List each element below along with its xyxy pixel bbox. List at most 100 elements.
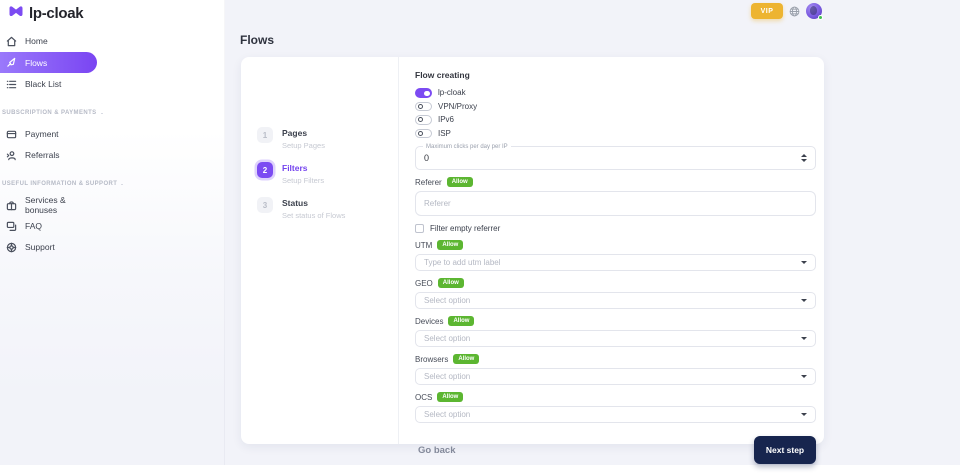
filter-empty-referrer-row: Filter empty referrer [415,223,816,233]
utm-label-row: UTM Allow [415,240,816,250]
step-filters[interactable]: 2 Filters Setup Filters [257,162,324,185]
sidebar-item-home[interactable]: Home [0,31,97,51]
filters-form: Flow creating lp-cloak VPN/Proxy IPv6 IS… [415,70,816,464]
sidebar-item-label: Referrals [25,150,60,160]
toggle-knob [417,117,423,122]
toggle-row-ipv6: IPv6 [415,115,816,125]
sidebar-item-payment[interactable]: Payment [0,124,97,144]
referer-label-row: Referer Allow [415,177,816,187]
step-status[interactable]: 3 Status Set status of Flows [257,197,345,220]
next-step-button[interactable]: Next step [754,436,816,464]
sidebar-item-label: Home [25,36,48,46]
step-pages[interactable]: 1 Pages Setup Pages [257,127,325,150]
step-title: Filters [282,163,308,173]
sidebar-section-subscription-payments: Subscription & Payments [2,110,99,116]
step-title: Status [282,198,308,208]
toggle-label: lp-cloak [438,88,466,98]
sidebar-item-support[interactable]: Support [0,237,97,257]
language-globe-icon[interactable] [789,6,800,17]
toggle-row-isp: ISP [415,128,816,138]
utm-label: UTM [415,240,433,250]
toggle-row-vpn-proxy: VPN/Proxy [415,101,816,111]
sidebar-item-flows[interactable]: Flows [0,52,97,73]
sidebar-item-faq[interactable]: FAQ [0,216,97,236]
ocs-select[interactable]: Select option [415,406,816,423]
chevron-down-icon [801,261,807,264]
step-title: Pages [282,128,308,138]
page-title: Flows [240,33,275,47]
faq-icon [6,221,17,231]
referer-label: Referer [415,177,442,187]
ocs-label-row: OCS Allow [415,392,816,402]
filter-empty-referrer-label: Filter empty referrer [430,223,501,233]
lp-cloak-toggle[interactable] [415,88,432,98]
go-back-button[interactable]: Go back [415,445,456,456]
devices-select-placeholder: Select option [424,334,471,343]
toggle-knob [417,103,423,109]
stepper: 1 Pages Setup Pages 2 Filters Setup Filt… [241,57,399,444]
services-icon [6,200,17,210]
stepper-up-icon [801,154,807,157]
ocs-allow-badge: Allow [437,392,464,402]
utm-allow-badge: Allow [437,240,464,250]
toggle-label: ISP [438,128,451,138]
geo-label: GEO [415,278,433,288]
sidebar-item-services-bonuses[interactable]: Services & bonuses [0,195,97,215]
step-number-badge: 2 [257,162,273,178]
sidebar-item-black-list[interactable]: Black List [0,74,97,94]
sidebar-section-useful-information: Useful information & support [2,181,118,187]
sidebar-item-label: Payment [25,129,59,139]
geo-select[interactable]: Select option [415,292,816,309]
chevron-down-icon [801,299,807,302]
browsers-select-placeholder: Select option [424,372,471,381]
vpn-proxy-toggle[interactable] [415,101,432,111]
browsers-select[interactable]: Select option [415,368,816,385]
isp-toggle[interactable] [415,128,432,138]
flows-icon [7,57,16,67]
devices-label: Devices [415,316,444,326]
devices-label-row: Devices Allow [415,316,816,326]
lp-cloak-mask-icon [8,5,24,23]
toggle-knob [424,90,430,96]
ocs-label: OCS [415,392,433,402]
utm-select[interactable]: Type to add utm label [415,254,816,271]
devices-select[interactable]: Select option [415,330,816,347]
toggle-label: VPN/Proxy [438,101,478,111]
chevron-down-icon [801,413,807,416]
support-icon [6,242,17,252]
browsers-allow-badge: Allow [453,354,480,364]
sidebar-item-label: Services & bonuses [25,195,66,215]
step-number-badge: 3 [257,197,273,213]
ipv6-toggle[interactable] [415,115,432,125]
logo[interactable]: lp-cloak [0,0,225,22]
page-bottom-strip [0,465,960,475]
chevron-down-icon [801,337,807,340]
chevron-down-icon [801,375,807,378]
referer-input[interactable] [416,199,815,208]
step-number-badge: 1 [257,127,273,143]
step-subtitle: Setup Filters [282,176,325,185]
online-status-dot [818,15,823,20]
toggle-row-lp-cloak: lp-cloak [415,88,816,98]
geo-allow-badge: Allow [437,278,464,288]
referer-allow-badge: Allow [446,177,473,187]
stepper-down-icon [801,159,807,162]
user-avatar[interactable] [806,3,823,20]
sidebar-item-referrals[interactable]: Referrals [0,145,97,165]
form-footer: Go back Next step [415,436,816,464]
vip-button[interactable]: VIP [751,3,783,19]
step-subtitle: Setup Pages [282,141,325,150]
sidebar-item-label: Support [25,242,55,252]
devices-allow-badge: Allow [448,316,475,326]
topbar-actions: VIP [751,3,823,20]
home-icon [6,36,17,46]
sidebar-nav: Home Flows Black List Subscription & Pay… [0,31,225,257]
max-clicks-input[interactable] [416,153,801,163]
filter-empty-referrer-checkbox[interactable] [415,223,424,233]
referrals-icon [6,150,16,160]
logo-text: lp-cloak [29,5,84,22]
browsers-label-row: Browsers Allow [415,354,816,364]
payment-icon [6,130,17,138]
form-heading: Flow creating [415,70,470,80]
number-stepper[interactable] [801,154,815,162]
